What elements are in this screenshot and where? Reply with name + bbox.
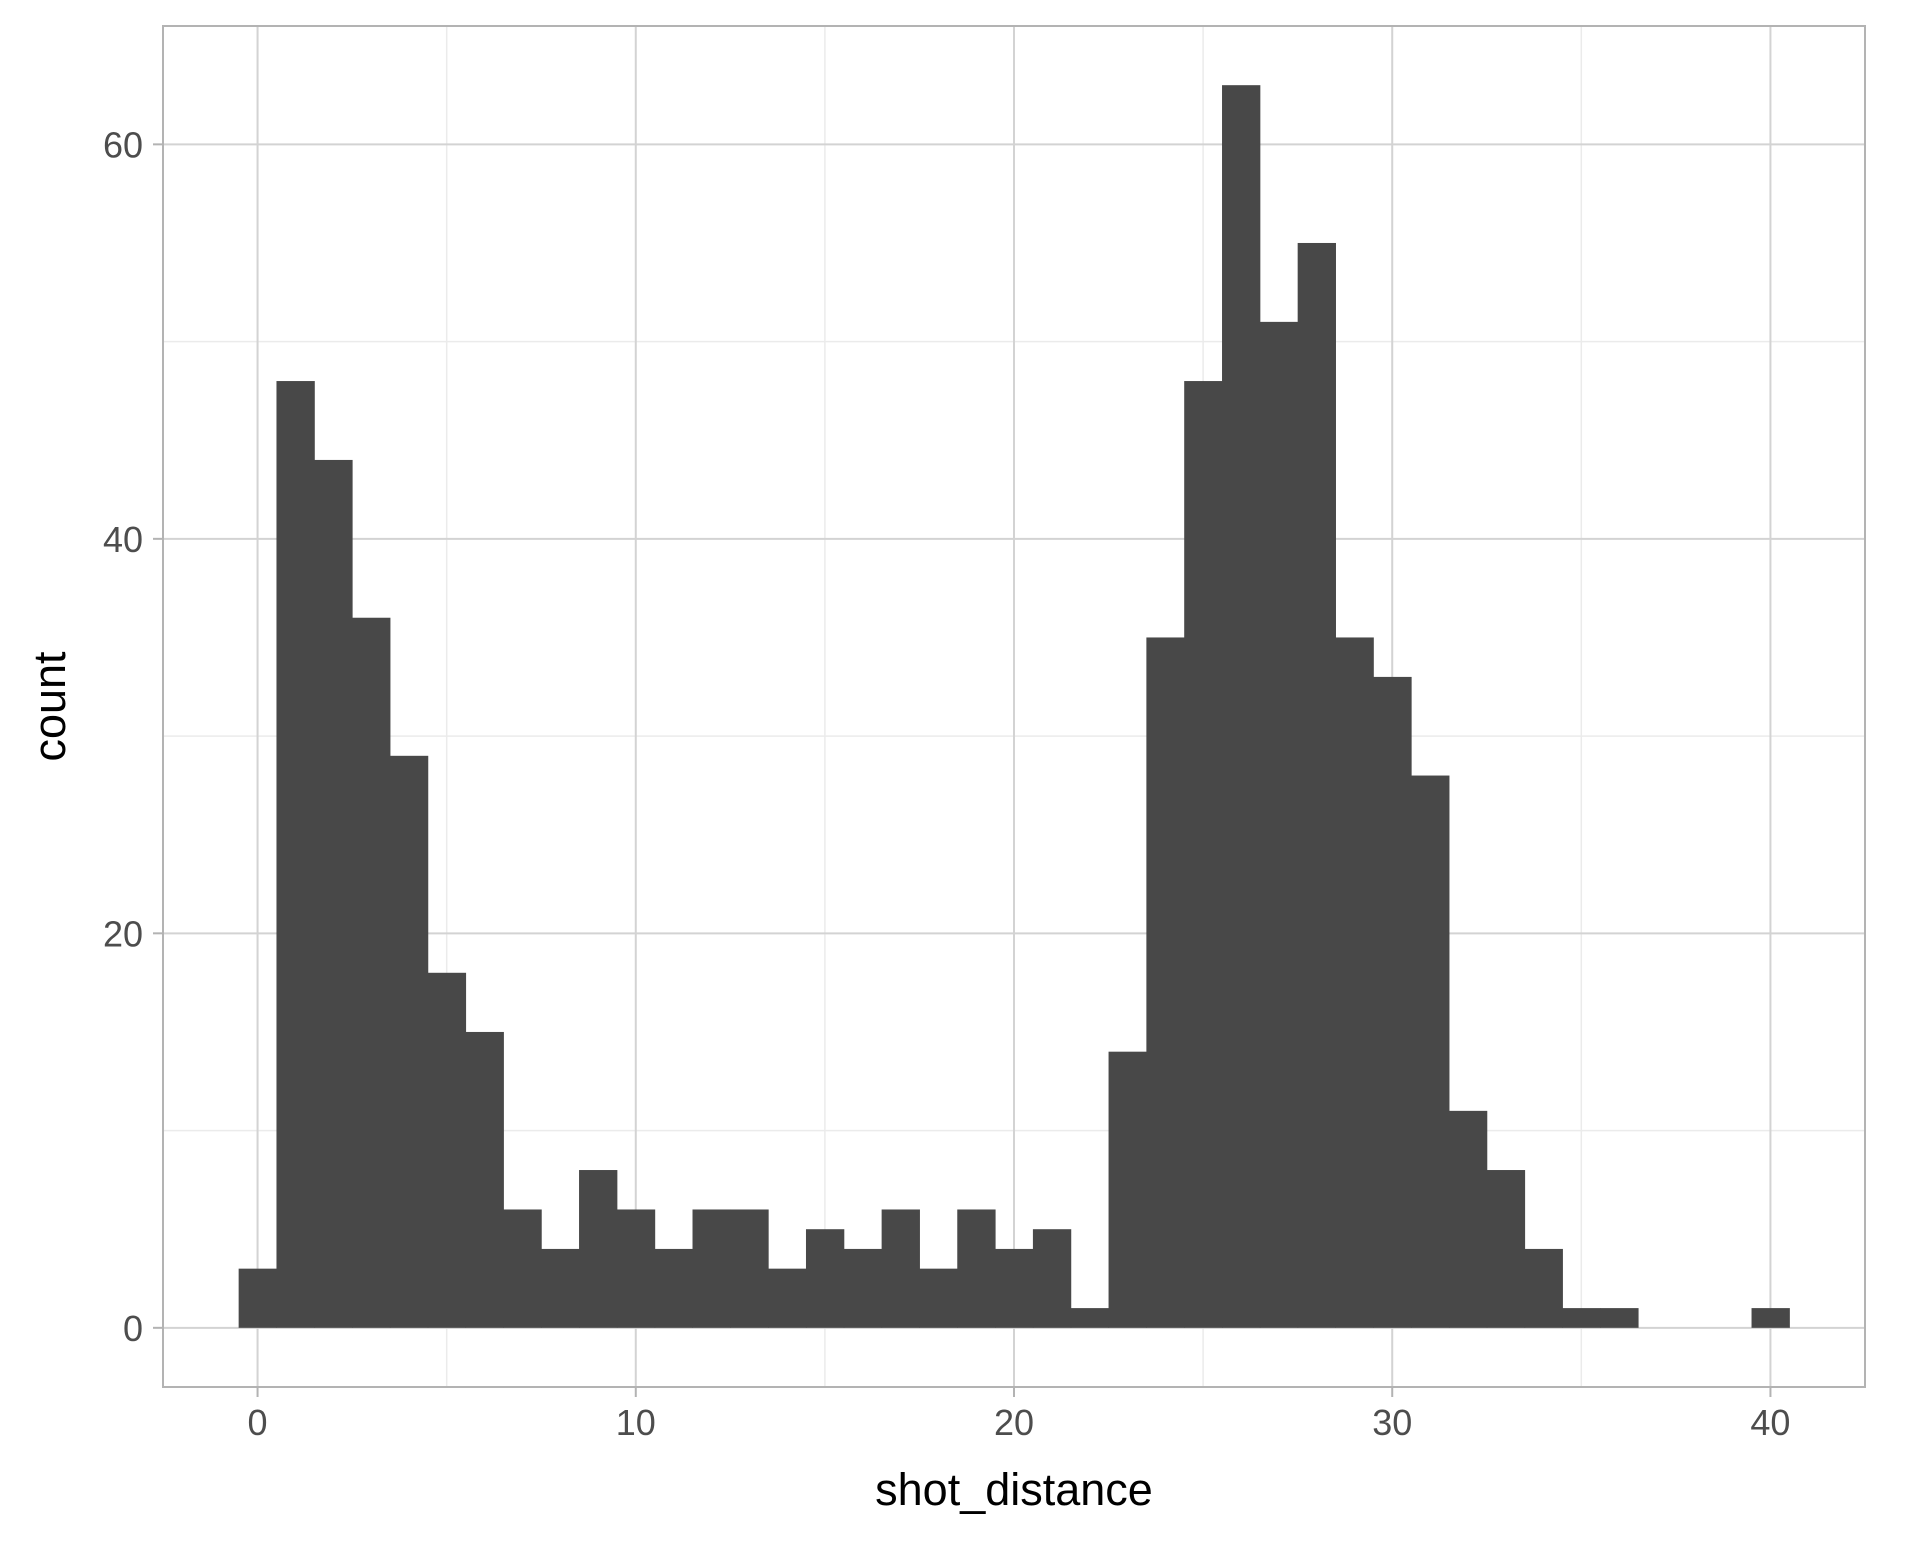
histogram-bar	[1524, 1248, 1563, 1328]
histogram-bar	[352, 617, 391, 1328]
histogram-bar	[503, 1209, 542, 1328]
histogram-bar	[579, 1170, 618, 1328]
histogram-bar	[238, 1268, 277, 1328]
x-axis-tick-labels: 0 10 20 30 40	[248, 1402, 1791, 1443]
histogram-bar	[1751, 1308, 1790, 1328]
histogram-bar	[919, 1268, 958, 1328]
histogram-bar	[1146, 637, 1185, 1328]
histogram-bar	[1184, 381, 1223, 1328]
y-tick-label: 0	[123, 1308, 143, 1349]
y-tick-label: 40	[103, 519, 143, 560]
histogram-bar	[654, 1248, 694, 1328]
y-axis-title: count	[24, 651, 75, 762]
x-tick-label: 10	[616, 1402, 656, 1443]
histogram-bar	[1070, 1308, 1110, 1328]
x-axis-title: shot_distance	[875, 1464, 1153, 1515]
histogram-bar	[805, 1229, 845, 1328]
histogram-bar	[957, 1209, 996, 1328]
histogram-bar	[995, 1248, 1034, 1328]
histogram-bar	[1373, 676, 1412, 1328]
histogram-bar	[1222, 85, 1261, 1328]
histogram-bar	[1032, 1229, 1072, 1328]
x-tick-label: 20	[994, 1402, 1034, 1443]
histogram-bar	[1600, 1308, 1639, 1328]
histogram-bar	[1335, 637, 1374, 1328]
histogram-bar	[692, 1209, 731, 1328]
axis-ticks	[153, 143, 1772, 1397]
histogram-bar	[616, 1209, 656, 1328]
y-tick-label: 60	[103, 124, 143, 165]
histogram-bar	[314, 459, 353, 1328]
histogram-bar	[1411, 775, 1450, 1328]
histogram-bar	[1297, 242, 1336, 1328]
histogram-bar	[881, 1209, 920, 1328]
histogram-bar	[541, 1248, 580, 1328]
histogram-bar	[843, 1248, 883, 1328]
histogram-bar	[730, 1209, 769, 1328]
histogram-bars	[238, 85, 1790, 1328]
histogram-bar	[1259, 321, 1299, 1328]
histogram-bar	[1108, 1051, 1147, 1328]
x-tick-label: 0	[248, 1402, 268, 1443]
histogram-bar	[768, 1268, 807, 1328]
histogram-bar	[389, 755, 429, 1328]
x-tick-label: 40	[1750, 1402, 1790, 1443]
histogram-bar	[465, 1031, 504, 1328]
histogram-bar	[1486, 1170, 1526, 1328]
y-tick-label: 20	[103, 913, 143, 954]
x-tick-label: 30	[1372, 1402, 1412, 1443]
y-axis-tick-labels: 0 20 40 60	[103, 124, 143, 1348]
histogram-bar	[427, 972, 467, 1328]
histogram-bar	[276, 381, 315, 1328]
histogram-bar	[1448, 1110, 1488, 1328]
histogram-bar	[1562, 1308, 1601, 1328]
